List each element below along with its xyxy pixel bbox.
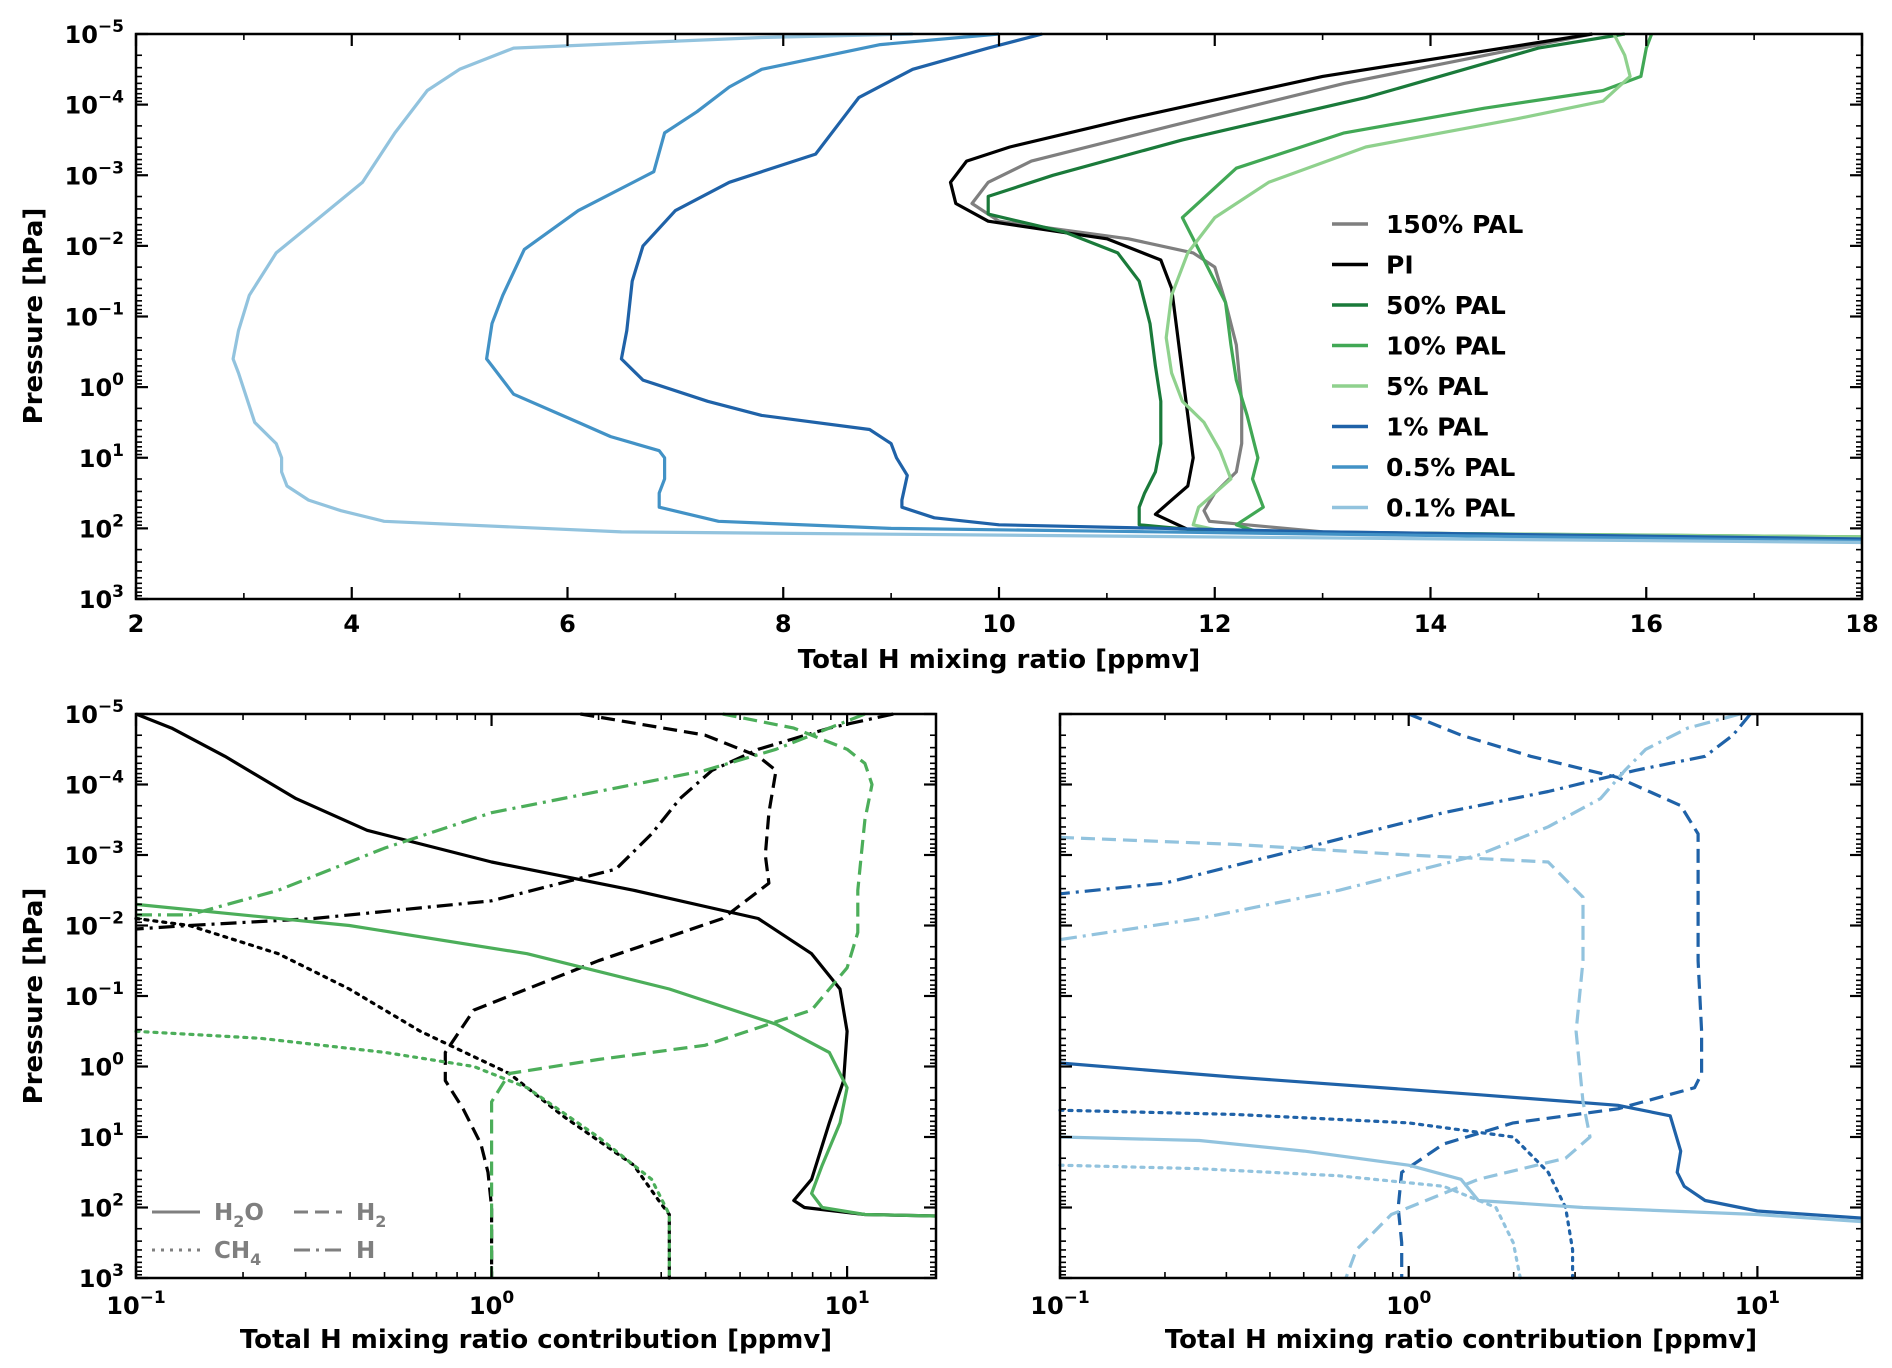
- top-y-tick-label: 10−3: [65, 158, 124, 190]
- bottom-right-series-1-pal-h2: [1396, 712, 1704, 1278]
- bottom-left-series-10-pal-h2: [490, 712, 874, 1278]
- bottom-left-x-axis-label: Total H mixing ratio contribution [ppmv]: [240, 1325, 832, 1355]
- top-legend-label: 1% PAL: [1386, 413, 1489, 442]
- top-series-10-pal: [1180, 33, 1863, 539]
- bottom-left-x-tick-label: 100: [469, 1288, 514, 1320]
- bottom-left-y-axis-label: Pressure [hPa]: [19, 888, 49, 1105]
- bottom-right-series-0-1-pal-h2o: [1059, 1135, 1863, 1224]
- bottom-right-series-1-pal-ch4: [1058, 1108, 1575, 1280]
- bottom-right-series-0-1-pal-h2: [1059, 835, 1592, 1279]
- bottom-left-y-ticks: 10−5 10−4 10−3 10−2 10−1 100 101 102 103: [65, 697, 936, 1293]
- top-x-tick-label: 10: [982, 610, 1015, 638]
- top-x-ticks: 2 4 6 8 10 12 14 16 18: [128, 34, 1879, 638]
- top-legend-label: 0.5% PAL: [1386, 453, 1515, 482]
- top-legend-label: 0.1% PAL: [1386, 494, 1515, 523]
- top-series-group: [231, 32, 1863, 545]
- top-y-tick-label: 100: [79, 370, 124, 402]
- bottom-right-x-tick-label: 101: [1735, 1288, 1780, 1320]
- bottom-left-plot-frame: [134, 712, 938, 1280]
- bottom-left-legend-label: H2: [356, 1200, 386, 1231]
- top-y-tick-label: 10−5: [65, 17, 124, 49]
- bottom-left-y-tick-label: 10−1: [65, 979, 124, 1011]
- bottom-left-legend-label: H2O: [214, 1200, 264, 1231]
- top-y-axis-label: Pressure [hPa]: [19, 208, 49, 425]
- bottom-left-series-pi-h2o: [135, 712, 937, 1218]
- bottom-right-panel: 10−1 100 101 Total H mixing ratio contribu…: [1030, 712, 1864, 1355]
- top-legend: 150% PAL PI 50% PAL 10% PAL 5% PAL 1% PAL 0.5%…: [1332, 210, 1523, 523]
- top-series-0-5-pal: [485, 32, 1863, 543]
- bottom-left-legend-label: H: [356, 1238, 375, 1264]
- top-x-tick-label: 6: [559, 610, 576, 638]
- bottom-left-series-10-pal-ch4: [134, 1029, 671, 1280]
- bottom-left-y-tick-label: 10−3: [65, 838, 124, 870]
- top-legend-label: PI: [1386, 251, 1414, 280]
- bottom-left-x-ticks: 10−1 100 101: [106, 714, 870, 1320]
- bottom-left-y-tick-label: 101: [79, 1120, 124, 1152]
- top-y-tick-label: 10−2: [65, 229, 124, 261]
- top-x-tick-label: 18: [1845, 610, 1878, 638]
- top-series-5-pal: [1164, 33, 1863, 539]
- bottom-left-y-tick-label: 10−2: [65, 909, 124, 941]
- bottom-right-y-ticks: [1060, 712, 1862, 1280]
- bottom-left-legend-label: CH4: [214, 1238, 261, 1269]
- top-x-tick-label: 2: [128, 610, 145, 638]
- bottom-left-series-pi-h2: [443, 712, 778, 1278]
- top-series-0-1-pal: [231, 32, 1863, 545]
- top-y-tick-label: 103: [79, 582, 124, 614]
- bottom-left-y-tick-label: 10−5: [65, 697, 124, 729]
- top-y-tick-label: 102: [79, 511, 124, 543]
- top-x-axis-label: Total H mixing ratio [ppmv]: [798, 645, 1200, 675]
- top-x-tick-label: 14: [1414, 610, 1447, 638]
- bottom-right-series-1-pal-h2o: [1059, 1061, 1863, 1220]
- top-x-tick-label: 8: [775, 610, 792, 638]
- bottom-left-legend: H2O H2 CH4 H: [152, 1200, 386, 1269]
- bottom-left-panel: 10−1 100 101 10−5 10−4 10−3 10−2 10−1 100 101 102…: [19, 697, 938, 1355]
- top-x-tick-label: 4: [343, 610, 360, 638]
- bottom-right-series-1-pal-h: [1059, 712, 1752, 896]
- bottom-left-y-tick-label: 103: [79, 1261, 124, 1293]
- top-x-tick-label: 12: [1198, 610, 1231, 638]
- bottom-right-x-axis-label: Total H mixing ratio contribution [ppmv]: [1165, 1325, 1757, 1355]
- bottom-right-plot-frame: [1058, 712, 1864, 1280]
- bottom-right-series-0-1-pal-ch4: [1058, 1163, 1522, 1280]
- top-plot-frame: [134, 32, 1864, 601]
- bottom-left-y-tick-label: 10−4: [65, 768, 125, 800]
- bottom-right-x-ticks: 10−1 100 101: [1030, 714, 1780, 1320]
- bottom-right-x-tick-label: 10−1: [1030, 1288, 1089, 1320]
- top-series-pi: [948, 32, 1863, 541]
- bottom-left-x-tick-label: 101: [824, 1288, 869, 1320]
- bottom-left-series-10-pal-h2o: [135, 902, 937, 1218]
- top-legend-label: 50% PAL: [1386, 291, 1506, 320]
- top-x-tick-label: 16: [1630, 610, 1663, 638]
- top-legend-label: 150% PAL: [1386, 210, 1523, 239]
- bottom-left-series-group: [134, 712, 937, 1280]
- bottom-left-y-tick-label: 100: [79, 1050, 124, 1082]
- bottom-left-series-10-pal-h: [136, 712, 866, 917]
- bottom-left-x-tick-label: 10−1: [106, 1288, 165, 1320]
- top-y-tick-label: 10−4: [65, 88, 125, 120]
- bottom-right-series-group: [1058, 712, 1863, 1280]
- top-series-150-pal: [970, 32, 1863, 541]
- top-y-tick-label: 101: [79, 441, 124, 473]
- bottom-right-series-0-1-pal-h: [1059, 712, 1741, 942]
- top-y-tick-label: 10−1: [65, 300, 124, 332]
- top-y-ticks: 10−5 10−4 10−3 10−2 10−1 100 101 102 103: [65, 17, 1862, 614]
- top-panel: 2 4 6 8 10 12 14 16 18 10−510−410−310−210−110010…: [19, 17, 1879, 675]
- top-series-1-pal: [619, 32, 1863, 541]
- bottom-left-y-tick-label: 102: [79, 1191, 124, 1223]
- top-legend-label: 5% PAL: [1386, 372, 1489, 401]
- bottom-right-x-tick-label: 100: [1386, 1288, 1431, 1320]
- top-series-50-pal: [986, 32, 1863, 540]
- top-legend-label: 10% PAL: [1386, 332, 1506, 361]
